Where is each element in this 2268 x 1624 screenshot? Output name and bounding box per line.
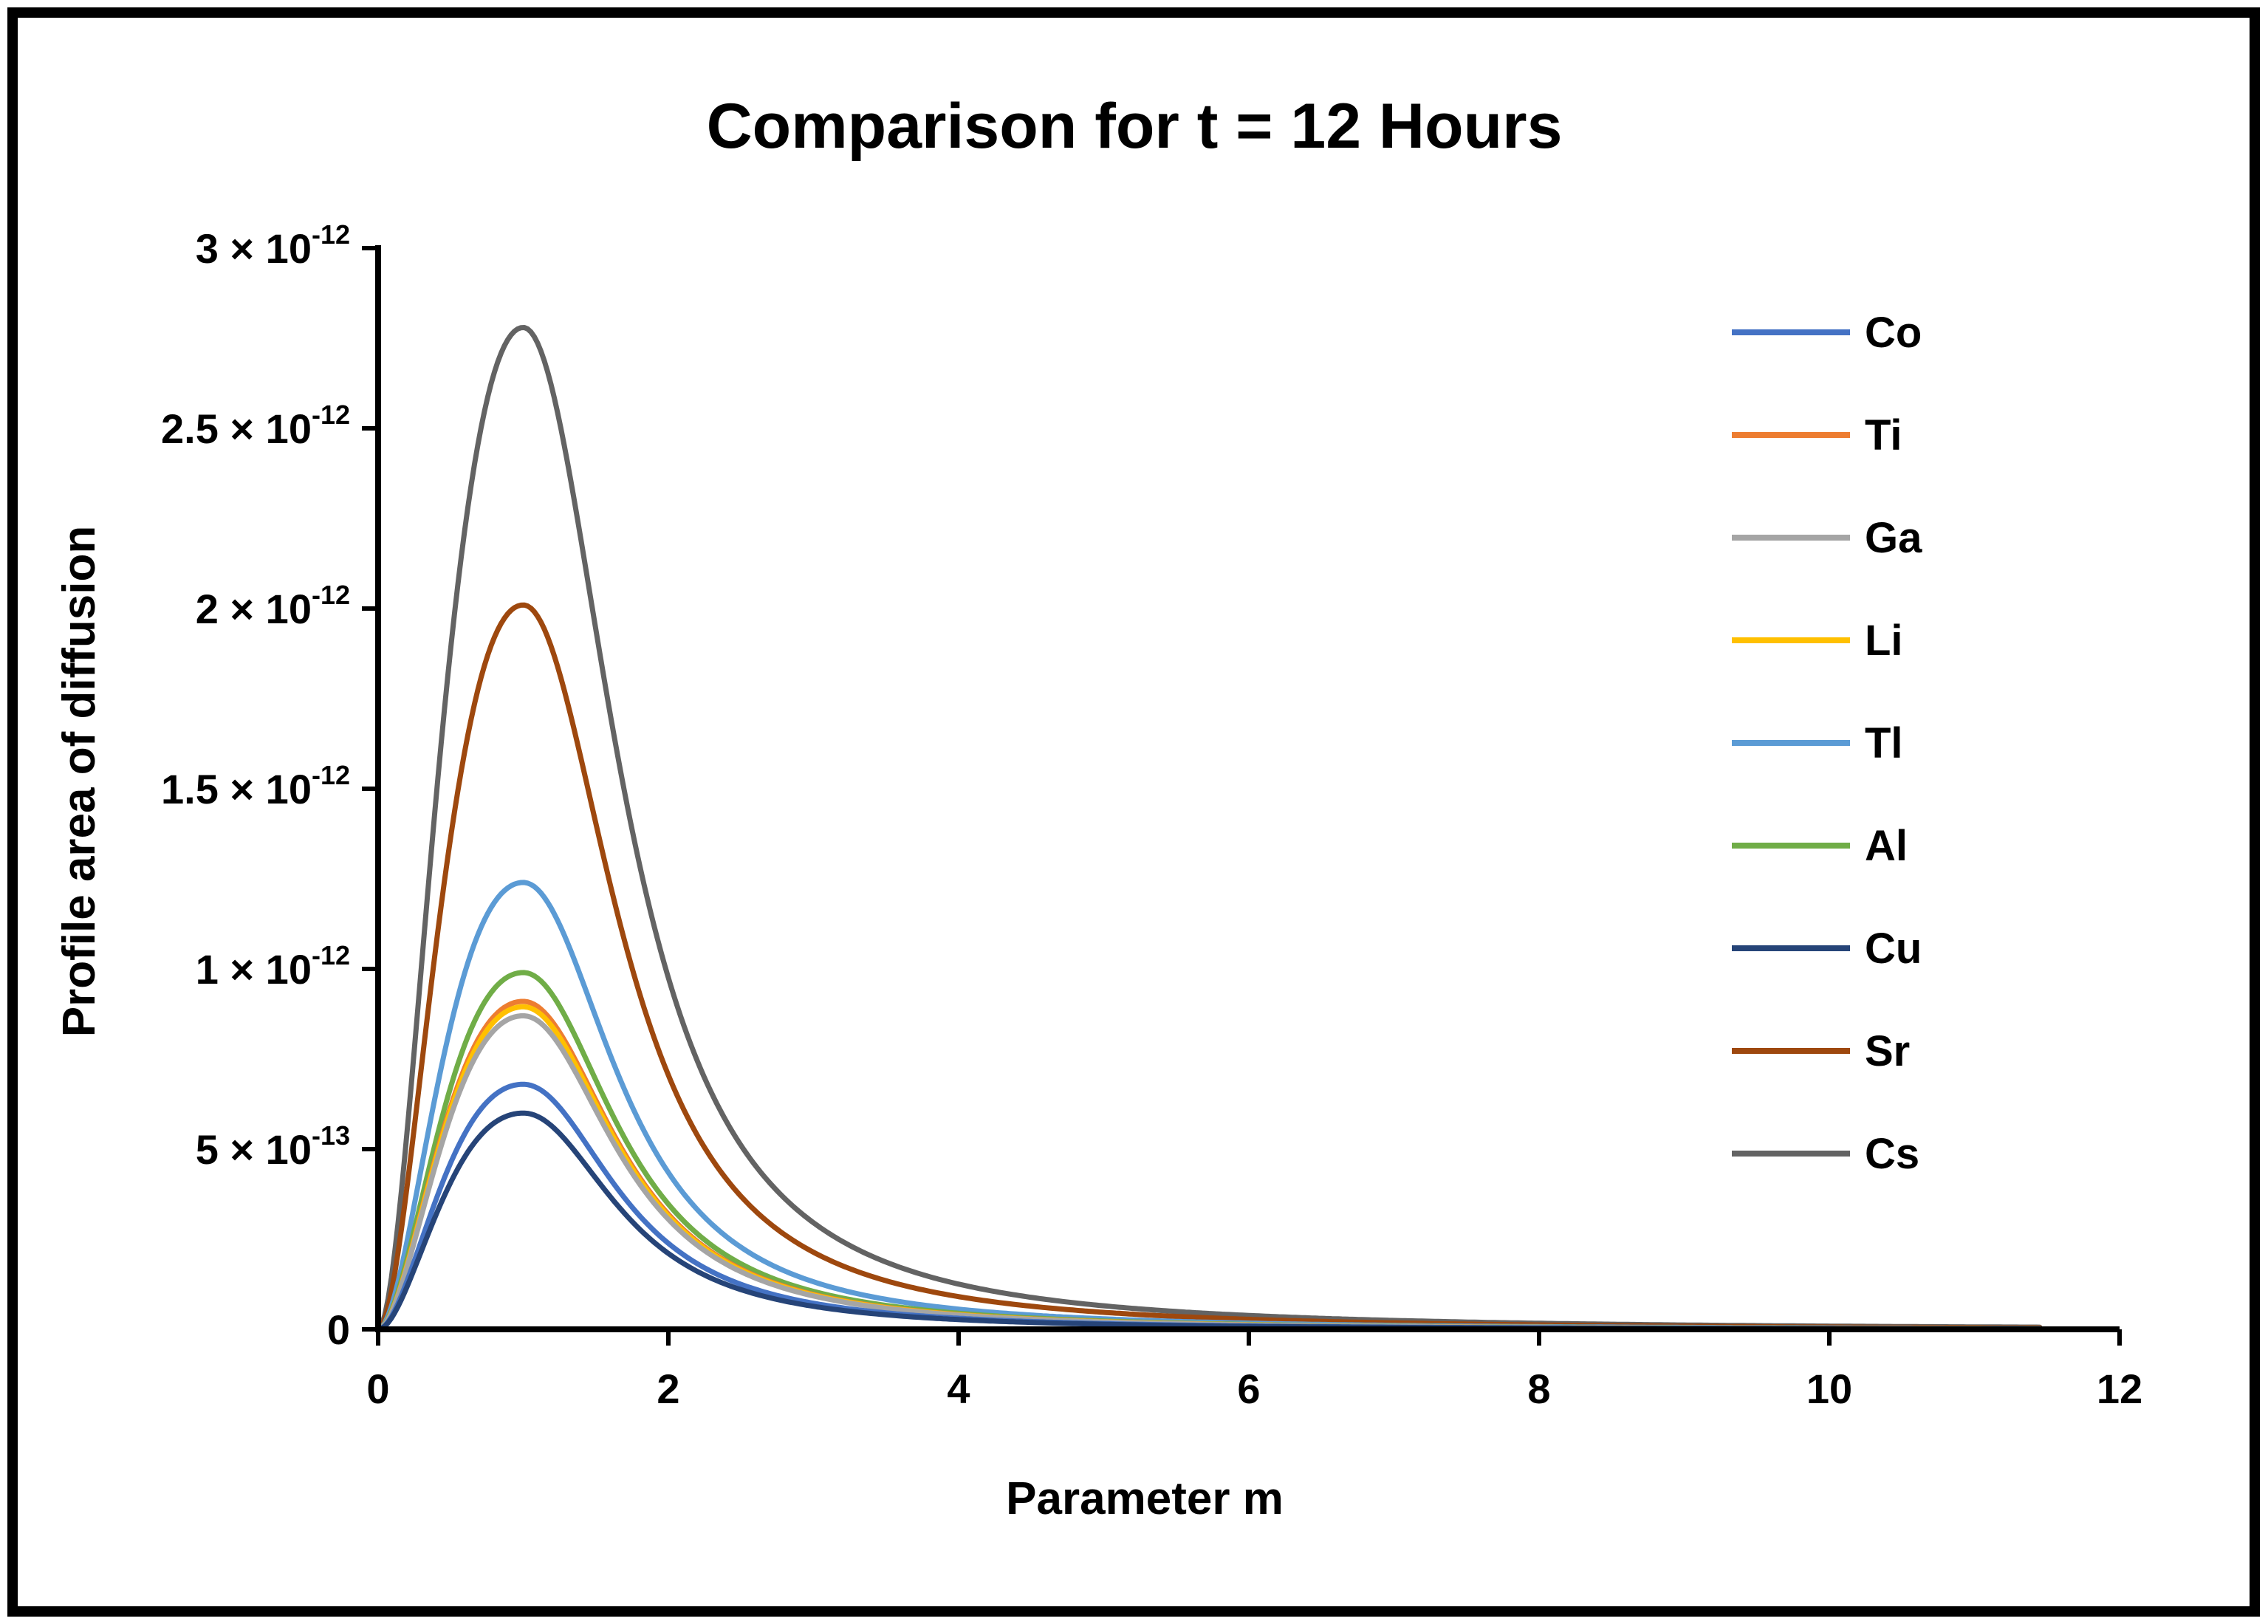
legend-label: Co bbox=[1865, 309, 1922, 357]
x-tick-label: 6 bbox=[1237, 1366, 1260, 1412]
x-tick-label: 0 bbox=[366, 1366, 389, 1412]
x-tick-label: 8 bbox=[1527, 1366, 1550, 1412]
y-tick-label: 3 × 10-12 bbox=[196, 219, 350, 272]
tick-labels: 0 2 4 6 8 10 12 0 5 × 10-13 1 × 10-12 1.5 × 10-12 2… bbox=[161, 219, 2142, 1412]
y-tick-label: 1.5 × 10-12 bbox=[161, 760, 350, 812]
legend-label: Al bbox=[1865, 822, 1908, 870]
x-tick-label: 10 bbox=[1806, 1366, 1852, 1412]
legend-item-tl: Tl bbox=[1732, 719, 1903, 767]
legend-label: Ga bbox=[1865, 514, 1922, 562]
legend: Co Ti Ga Li Tl Al Cu Sr Cs bbox=[1732, 309, 1922, 1178]
axes-layer bbox=[375, 245, 2120, 1332]
y-tick-label: 5 × 10-13 bbox=[196, 1120, 350, 1173]
legend-item-co: Co bbox=[1732, 309, 1922, 357]
legend-item-ti: Ti bbox=[1732, 411, 1902, 459]
y-tick-label: 2.5 × 10-12 bbox=[161, 400, 350, 452]
x-tick-label: 12 bbox=[2097, 1366, 2142, 1412]
legend-label: Tl bbox=[1865, 719, 1903, 767]
x-tick-label: 2 bbox=[657, 1366, 679, 1412]
legend-item-cu: Cu bbox=[1732, 925, 1922, 973]
legend-item-sr: Sr bbox=[1732, 1027, 1910, 1075]
y-tick-label: 2 × 10-12 bbox=[196, 580, 350, 632]
legend-item-cs: Cs bbox=[1732, 1130, 1919, 1178]
legend-label: Li bbox=[1865, 617, 1903, 665]
legend-item-al: Al bbox=[1732, 822, 1908, 870]
y-tick-label: 1 × 10-12 bbox=[196, 940, 350, 993]
legend-item-li: Li bbox=[1732, 617, 1903, 665]
legend-label: Sr bbox=[1865, 1027, 1910, 1075]
x-axis-title: Parameter m bbox=[1006, 1473, 1284, 1524]
legend-label: Ti bbox=[1865, 411, 1902, 459]
legend-label: Cu bbox=[1865, 925, 1922, 973]
chart-title: Comparison for t = 12 Hours bbox=[707, 91, 1563, 162]
legend-item-ga: Ga bbox=[1732, 514, 1922, 562]
legend-label: Cs bbox=[1865, 1130, 1919, 1178]
y-tick-label: 0 bbox=[327, 1306, 350, 1353]
figure-frame bbox=[7, 7, 2260, 1617]
y-axis-title: Profile area of diffusion bbox=[54, 526, 105, 1037]
x-tick-label: 4 bbox=[947, 1366, 970, 1412]
